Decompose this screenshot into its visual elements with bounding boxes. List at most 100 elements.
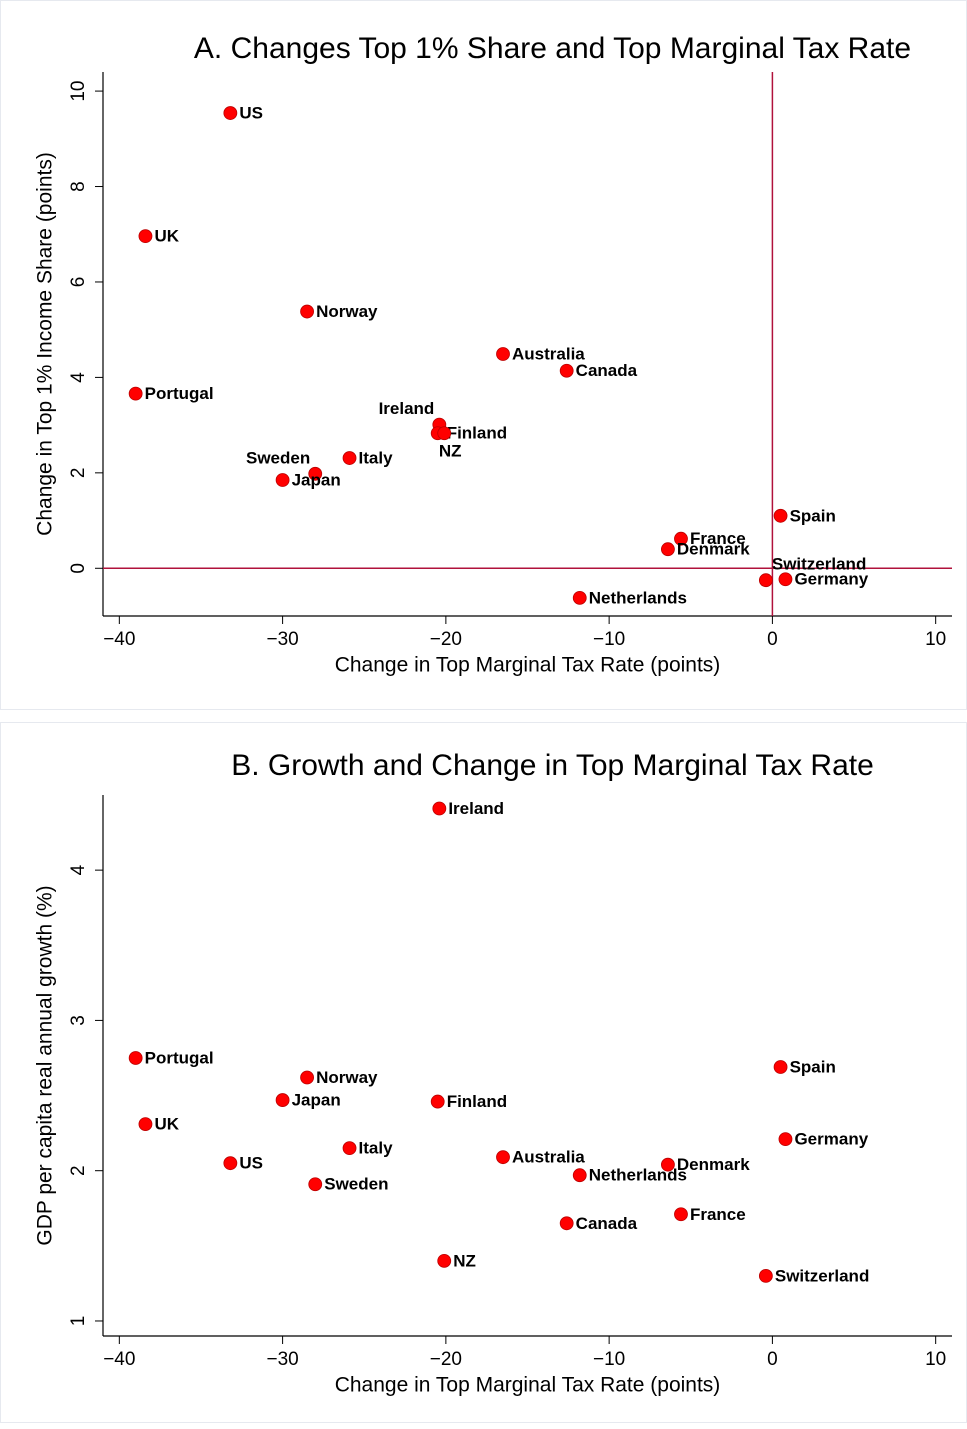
point-label: Ireland bbox=[448, 799, 504, 818]
point-label: Finland bbox=[447, 424, 507, 443]
x-tick-label: 0 bbox=[767, 1349, 778, 1370]
point bbox=[128, 386, 143, 401]
point bbox=[223, 106, 238, 120]
point bbox=[572, 590, 587, 605]
point-label: Finland bbox=[447, 1092, 507, 1111]
x-axis-label: Change in Top Marginal Tax Rate (points) bbox=[335, 654, 721, 677]
point-label: Canada bbox=[576, 1214, 638, 1233]
y-tick-label: 2 bbox=[68, 1165, 89, 1176]
point-label: Spain bbox=[790, 506, 836, 525]
point bbox=[758, 573, 773, 588]
point bbox=[342, 451, 357, 465]
x-tick-label: −20 bbox=[430, 1349, 462, 1370]
point bbox=[300, 304, 314, 319]
point bbox=[661, 542, 675, 557]
point bbox=[275, 1093, 290, 1107]
point-label: UK bbox=[154, 1115, 179, 1134]
point-label: Australia bbox=[512, 1148, 585, 1167]
point bbox=[559, 363, 574, 378]
y-tick-label: 4 bbox=[68, 864, 89, 875]
point bbox=[308, 466, 323, 481]
point bbox=[342, 1141, 357, 1156]
point bbox=[661, 1157, 675, 1172]
x-tick-label: −40 bbox=[103, 1349, 135, 1370]
point bbox=[496, 347, 510, 361]
point bbox=[138, 1117, 153, 1132]
point bbox=[773, 508, 788, 523]
y-tick-label: 10 bbox=[68, 81, 89, 102]
x-tick-label: −20 bbox=[430, 629, 462, 650]
point bbox=[308, 1177, 323, 1192]
y-tick-label: 0 bbox=[68, 563, 89, 574]
point-label: Switzerland bbox=[775, 1266, 869, 1285]
point-label: Switzerland bbox=[772, 555, 866, 574]
point-label: Portugal bbox=[145, 1048, 214, 1067]
x-tick-label: −30 bbox=[266, 1349, 298, 1370]
point-label: Japan bbox=[292, 1091, 341, 1110]
point-label: Australia bbox=[512, 345, 585, 364]
point bbox=[496, 1150, 510, 1165]
point bbox=[778, 572, 793, 587]
point-label: Netherlands bbox=[589, 1166, 687, 1185]
x-tick-label: −40 bbox=[103, 629, 135, 650]
point bbox=[674, 1207, 688, 1222]
point bbox=[300, 1070, 314, 1085]
x-tick-label: 10 bbox=[925, 1349, 946, 1370]
point-label: Portugal bbox=[145, 384, 214, 403]
y-tick-label: 1 bbox=[68, 1316, 89, 1327]
point-label: Norway bbox=[316, 302, 378, 321]
x-tick-label: −10 bbox=[593, 629, 625, 650]
point-label: Denmark bbox=[677, 540, 750, 559]
point-label: Ireland bbox=[379, 399, 435, 418]
y-tick-label: 6 bbox=[68, 277, 89, 288]
point bbox=[128, 1051, 143, 1065]
point-label: US bbox=[239, 104, 263, 123]
point bbox=[437, 426, 452, 441]
point-label: Germany bbox=[794, 1130, 868, 1149]
point-label: NZ bbox=[439, 442, 462, 461]
point-label: NZ bbox=[453, 1251, 476, 1270]
point bbox=[778, 1132, 793, 1147]
chart-title: B. Growth and Change in Top Marginal Tax… bbox=[231, 749, 874, 782]
point bbox=[430, 1094, 445, 1109]
x-tick-label: −30 bbox=[266, 629, 298, 650]
point-label: Germany bbox=[794, 570, 868, 589]
point bbox=[773, 1060, 788, 1074]
point bbox=[572, 1168, 587, 1183]
x-tick-label: 10 bbox=[925, 629, 946, 650]
point-label: Spain bbox=[790, 1057, 836, 1076]
y-axis-label: GDP per capita real annual growth (%) bbox=[34, 885, 57, 1245]
point bbox=[138, 229, 153, 244]
point-label: France bbox=[690, 1205, 746, 1224]
x-tick-label: 0 bbox=[767, 629, 778, 650]
x-tick-label: −10 bbox=[593, 1349, 625, 1370]
point bbox=[275, 473, 290, 487]
y-axis-label: Change in Top 1% Income Share (points) bbox=[34, 152, 57, 536]
point bbox=[674, 531, 688, 546]
point-label: Canada bbox=[576, 361, 638, 380]
point-label: UK bbox=[154, 227, 179, 246]
point bbox=[758, 1268, 773, 1283]
panel-b bbox=[0, 722, 967, 1423]
point bbox=[559, 1216, 574, 1231]
point-label: France bbox=[690, 529, 746, 548]
point-label: Norway bbox=[316, 1068, 378, 1087]
point-label: Italy bbox=[359, 449, 394, 468]
point-label: Denmark bbox=[677, 1155, 750, 1174]
x-axis-label: Change in Top Marginal Tax Rate (points) bbox=[335, 1374, 721, 1397]
point-label: Italy bbox=[359, 1139, 394, 1158]
point bbox=[437, 1253, 452, 1268]
chart-title: A. Changes Top 1% Share and Top Marginal… bbox=[194, 32, 911, 65]
y-tick-label: 3 bbox=[68, 1015, 89, 1026]
y-tick-label: 4 bbox=[68, 372, 89, 383]
point-label: Sweden bbox=[246, 448, 310, 467]
point bbox=[432, 801, 447, 816]
point-label: Japan bbox=[292, 470, 341, 489]
point-label: US bbox=[239, 1154, 263, 1173]
point bbox=[223, 1156, 238, 1171]
panel-a bbox=[0, 0, 967, 710]
y-tick-label: 2 bbox=[68, 468, 89, 479]
y-tick-label: 8 bbox=[68, 181, 89, 192]
point-label: Sweden bbox=[324, 1175, 388, 1194]
